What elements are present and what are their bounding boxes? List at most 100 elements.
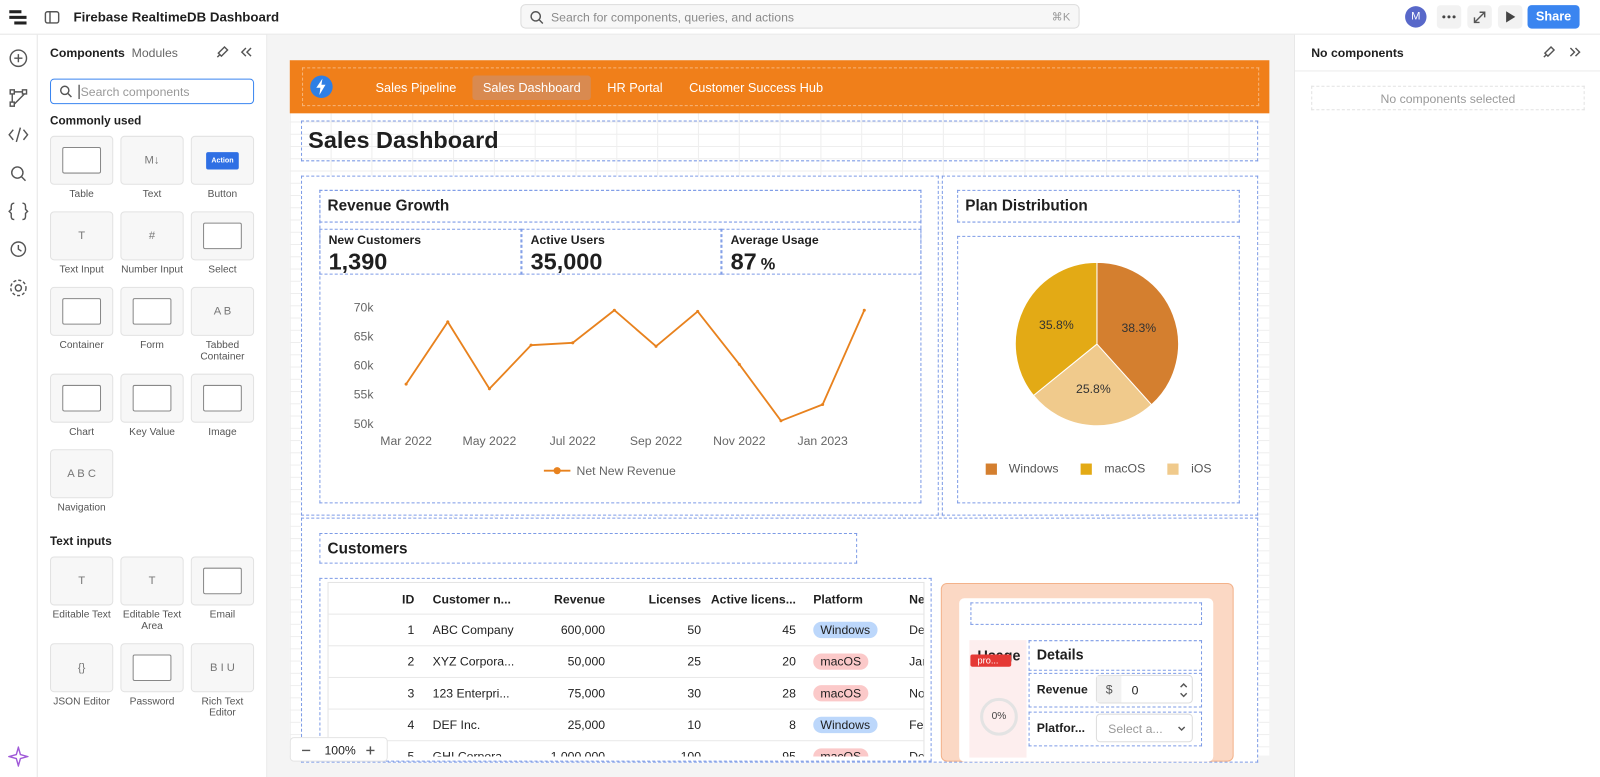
platform-badge: macOS <box>813 685 869 702</box>
customers-header <box>319 532 858 564</box>
table-cell: 20 <box>782 654 796 669</box>
legend-item: macOS <box>1080 461 1146 476</box>
nav-item[interactable]: Sales Dashboard <box>472 75 591 101</box>
customers-table: ID Customer n... Revenue Licenses Active lic… <box>327 581 925 757</box>
nav-item[interactable]: Customer Success Hub <box>689 80 824 95</box>
icon-shape <box>203 222 242 250</box>
legend-label: macOS <box>1104 461 1146 476</box>
component-grid: T Editable Text T Editable Text Area Email {}… <box>49 556 264 719</box>
panel-actions <box>216 45 252 58</box>
stat-label: Active Users <box>530 232 605 248</box>
component-label: Number Input <box>121 264 183 276</box>
nav-item[interactable]: HR Portal <box>607 80 663 95</box>
tab[interactable]: Modules <box>131 45 178 61</box>
component-item[interactable]: Action Button <box>190 135 255 200</box>
component-item[interactable]: Form <box>120 286 184 363</box>
table-cell: ABC Company <box>432 622 514 638</box>
stat-unit: % <box>760 256 776 274</box>
component-item[interactable]: M↓ Text <box>120 135 184 200</box>
error-badge[interactable]: pro... <box>970 654 1011 667</box>
select-input[interactable]: Select a... <box>1095 713 1193 743</box>
component-icon: {} <box>49 643 114 693</box>
component-item[interactable]: Image <box>190 373 255 438</box>
component-search[interactable]: Search components <box>49 78 255 105</box>
table-cell: 100 <box>680 749 702 757</box>
tab[interactable]: Components <box>49 45 125 61</box>
assist-icon[interactable] <box>8 746 29 767</box>
icon-text: Action <box>206 151 239 169</box>
stat-number: 1,390 <box>328 248 388 275</box>
search-placeholder: Search for components, queries, and acti… <box>551 10 795 25</box>
component-label: Email <box>209 609 236 621</box>
nav-items: Sales Pipeline Sales Dashboard HR Portal Cu… <box>365 75 833 101</box>
component-item[interactable]: T Text Input <box>49 211 114 276</box>
icon-shape <box>203 384 242 412</box>
column-header: Active licens... <box>710 592 796 607</box>
component-item[interactable]: T Editable Text Area <box>120 556 184 632</box>
component-icon: M↓ <box>120 135 184 185</box>
input-prefix: $ <box>1096 675 1122 703</box>
revenue-header <box>319 189 922 223</box>
plan-chart-frame <box>957 235 1240 504</box>
column-header: Licenses <box>648 592 702 607</box>
stat-cell: Active Users 35,000 <box>521 228 722 275</box>
component-icon <box>190 556 255 606</box>
stepper[interactable] <box>1179 681 1189 699</box>
table-cell: 50,000 <box>567 654 606 669</box>
avatar[interactable]: M <box>1405 6 1427 28</box>
component-item[interactable]: Password <box>120 643 184 719</box>
component-item[interactable]: A B C Navigation <box>49 449 114 514</box>
page-title: Sales Dashboard <box>308 126 499 154</box>
stat-value: 1,390 <box>329 248 521 276</box>
component-item[interactable]: Key Value <box>120 373 184 439</box>
stat-cell: Average Usage 87% <box>721 228 922 275</box>
icon-text: B I U <box>209 661 235 674</box>
component-sections: Commonly used Table M↓ Text Action Button T Tex… <box>49 115 264 741</box>
column-header: Customer n... <box>432 592 511 607</box>
sidebar-toggle[interactable] <box>44 9 60 25</box>
table-cell: 2 <box>407 654 415 669</box>
component-label: Editable Text Area <box>122 609 182 632</box>
share-button[interactable]: Share <box>1527 5 1580 29</box>
search-placeholder: Search components <box>78 84 190 100</box>
component-label: Select <box>208 264 237 276</box>
component-item[interactable]: Table <box>49 135 114 200</box>
icon-shape <box>132 298 172 325</box>
table-cell: macOS <box>813 685 869 702</box>
table-cell: GHI Corpora... <box>432 749 513 757</box>
component-item[interactable]: A B Tabbed Container <box>190 286 255 363</box>
icon-text: T <box>148 574 156 587</box>
search-icon <box>530 11 544 24</box>
section-title: Commonly used <box>49 115 142 128</box>
icon-text: T <box>78 229 86 242</box>
component-item[interactable]: B I U Rich Text Editor <box>190 643 255 719</box>
component-item[interactable]: Container <box>49 286 114 363</box>
icon-text: A B C <box>67 467 96 480</box>
component-icon <box>120 643 184 693</box>
number-input[interactable]: $ 0 <box>1095 674 1193 704</box>
component-item[interactable]: Select <box>190 211 255 276</box>
component-item[interactable]: {} JSON Editor <box>49 643 114 719</box>
table-cell: Nov <box>909 686 925 701</box>
zoom-control: 100% <box>289 737 388 762</box>
zoom-out[interactable] <box>301 745 311 755</box>
component-item[interactable]: T Editable Text <box>49 556 114 632</box>
row-divider <box>328 613 924 615</box>
nav-item[interactable]: Sales Pipeline <box>375 80 457 95</box>
details-header <box>970 602 1203 625</box>
table-cell: 25 <box>687 654 702 669</box>
icon-shape <box>62 384 102 412</box>
component-item[interactable]: Chart <box>49 373 114 438</box>
table-cell: Windows <box>813 621 878 639</box>
component-item[interactable]: # Number Input <box>120 211 184 276</box>
component-label: Key Value <box>129 426 175 439</box>
component-label: Form <box>140 339 164 352</box>
platform-badge: Windows <box>813 621 878 639</box>
panel-actions <box>1543 45 1581 58</box>
component-icon: A B C <box>49 449 114 499</box>
component-item[interactable]: Email <box>190 556 255 632</box>
legend-label: Windows <box>1008 461 1059 476</box>
search-bar[interactable]: Search for components, queries, and acti… <box>520 4 1080 29</box>
zoom-in[interactable] <box>365 745 375 755</box>
progress-label: 0% <box>991 710 1007 722</box>
